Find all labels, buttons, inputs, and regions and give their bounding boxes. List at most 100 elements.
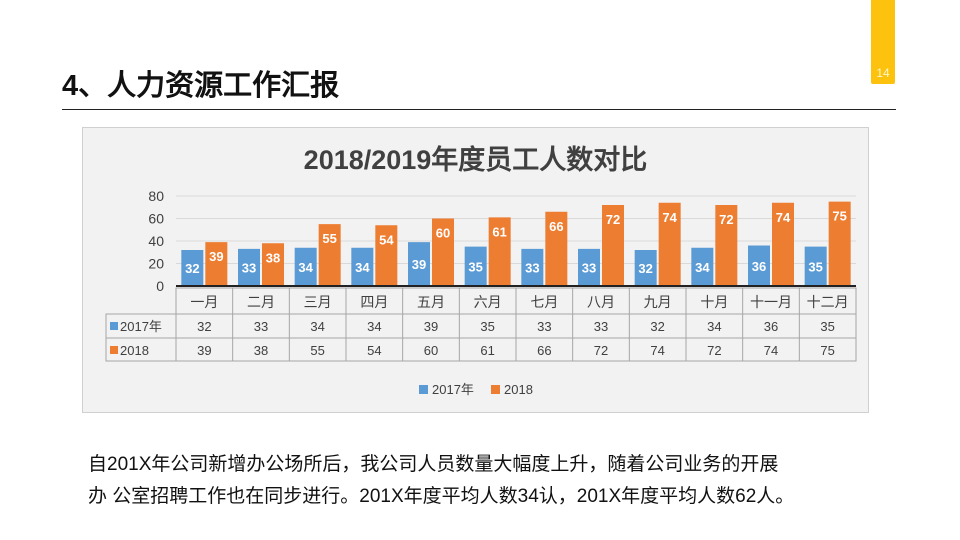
bar-2018 bbox=[488, 217, 511, 286]
bar-2018 bbox=[602, 205, 624, 286]
chart: 0 20 40 60 80 32 39 33 38 34 55 34 54 39 60 35 61 33 66 33 7… bbox=[82, 127, 869, 413]
bar-data-label: 34 bbox=[298, 260, 313, 275]
y-tick-label: 20 bbox=[148, 256, 164, 272]
table-header-month: 一月 bbox=[190, 294, 218, 310]
legend-label: 2018 bbox=[504, 382, 533, 397]
body-text-line-2: 办 公室招聘工作也在同步进行。201X年度平均人数34认，201X年度平均人数6… bbox=[88, 486, 795, 507]
table-cell: 32 bbox=[197, 319, 211, 334]
bar-data-label: 74 bbox=[776, 210, 791, 225]
table-header-month: 八月 bbox=[587, 294, 615, 310]
bar-2018 bbox=[715, 205, 738, 286]
table-cell: 34 bbox=[310, 319, 324, 334]
bar-2017 bbox=[634, 250, 657, 286]
table-cell: 33 bbox=[537, 319, 551, 334]
bar-2018 bbox=[545, 211, 568, 286]
bar-2017 bbox=[691, 247, 714, 286]
table-cell: 39 bbox=[424, 319, 438, 334]
table-cell: 36 bbox=[764, 319, 778, 334]
page-number: 14 bbox=[876, 66, 890, 80]
bar-data-label: 75 bbox=[832, 209, 846, 224]
table-cell: 35 bbox=[480, 319, 494, 334]
bar-data-label: 72 bbox=[719, 212, 733, 227]
table-cell: 55 bbox=[310, 343, 324, 358]
bar-2017 bbox=[408, 242, 430, 286]
bar-data-label: 66 bbox=[549, 219, 563, 234]
bar-2017 bbox=[804, 246, 827, 286]
bar-data-label: 35 bbox=[468, 259, 482, 274]
bar-data-label: 33 bbox=[582, 260, 596, 275]
bar-2018 bbox=[658, 202, 681, 286]
table-header-month: 十月 bbox=[700, 294, 728, 310]
table-cell: 54 bbox=[367, 343, 381, 358]
bar-data-label: 35 bbox=[808, 259, 822, 274]
bar-data-label: 33 bbox=[242, 260, 256, 275]
table-cell: 38 bbox=[254, 343, 268, 358]
table-header-month: 七月 bbox=[530, 294, 558, 310]
table-series-label: 2017年 bbox=[120, 319, 162, 334]
bar-2017 bbox=[181, 250, 204, 286]
table-header-month: 二月 bbox=[247, 294, 275, 310]
table-header-month: 三月 bbox=[304, 294, 332, 310]
table-cell: 33 bbox=[594, 319, 608, 334]
bar-2017 bbox=[351, 247, 374, 286]
bar-2017 bbox=[238, 248, 260, 286]
bar-data-label: 54 bbox=[379, 232, 394, 247]
table-cell: 61 bbox=[480, 343, 494, 358]
table-cell: 32 bbox=[650, 319, 664, 334]
y-tick-label: 80 bbox=[148, 188, 164, 204]
table-cell: 34 bbox=[367, 319, 381, 334]
bar-2017 bbox=[464, 246, 487, 286]
table-cell: 39 bbox=[197, 343, 211, 358]
y-tick-label: 40 bbox=[148, 233, 164, 249]
slide-title: 4、人力资源工作汇报 bbox=[62, 70, 340, 102]
legend-swatch bbox=[419, 385, 428, 394]
bar-2017 bbox=[578, 248, 600, 286]
bar-data-label: 39 bbox=[209, 249, 223, 264]
bar-data-label: 34 bbox=[355, 260, 370, 275]
bar-data-label: 34 bbox=[695, 260, 710, 275]
table-series-label: 2018 bbox=[120, 343, 149, 358]
table-cell: 34 bbox=[707, 319, 721, 334]
chart-canvas: 0 20 40 60 80 32 39 33 38 34 55 34 54 39 60 35 61 33 66 33 7… bbox=[105, 188, 857, 397]
bar-2017 bbox=[294, 247, 317, 286]
bar-data-label: 36 bbox=[752, 259, 766, 274]
legend-swatch bbox=[491, 385, 500, 394]
bar-data-label: 55 bbox=[322, 231, 336, 246]
table-header-month: 五月 bbox=[417, 294, 445, 310]
table-cell: 75 bbox=[820, 343, 834, 358]
table-cell: 74 bbox=[650, 343, 664, 358]
y-tick-label: 0 bbox=[156, 278, 164, 294]
bar-data-label: 72 bbox=[606, 212, 620, 227]
legend-label: 2017年 bbox=[432, 382, 474, 397]
bar-2017 bbox=[521, 248, 544, 286]
table-cell: 72 bbox=[707, 343, 721, 358]
legend-key-1 bbox=[110, 346, 118, 354]
bar-data-label: 39 bbox=[412, 257, 426, 272]
bar-data-label: 61 bbox=[492, 224, 506, 239]
bar-2018 bbox=[828, 201, 851, 286]
page-number-tab: 14 bbox=[871, 0, 895, 84]
table-cell: 66 bbox=[537, 343, 551, 358]
bar-2018 bbox=[772, 202, 794, 286]
table-cell: 33 bbox=[254, 319, 268, 334]
table-cell: 35 bbox=[820, 319, 834, 334]
bar-data-label: 38 bbox=[266, 250, 280, 265]
y-tick-label: 60 bbox=[148, 211, 164, 227]
table-header-month: 十一月 bbox=[750, 294, 792, 310]
table-header-month: 四月 bbox=[360, 294, 388, 310]
bar-data-label: 60 bbox=[436, 226, 450, 241]
table-cell: 72 bbox=[594, 343, 608, 358]
bar-2018 bbox=[205, 242, 228, 286]
table-header-month: 六月 bbox=[474, 294, 502, 310]
bar-data-label: 32 bbox=[638, 261, 652, 276]
bar-data-label: 33 bbox=[525, 260, 539, 275]
bar-2018 bbox=[318, 224, 341, 286]
chart-title: 2018/2019年度员工人数对比 bbox=[303, 145, 648, 175]
bar-data-label: 32 bbox=[185, 261, 199, 276]
bar-2018 bbox=[432, 218, 454, 286]
table-header-month: 十二月 bbox=[807, 294, 849, 310]
body-text-line-1: 自201X年公司新增办公场所后，我公司人员数量大幅度上升，随着公司业务的开展 bbox=[88, 454, 779, 475]
bar-2017 bbox=[748, 245, 770, 286]
bar-2018 bbox=[262, 243, 284, 286]
title-divider bbox=[62, 109, 896, 110]
